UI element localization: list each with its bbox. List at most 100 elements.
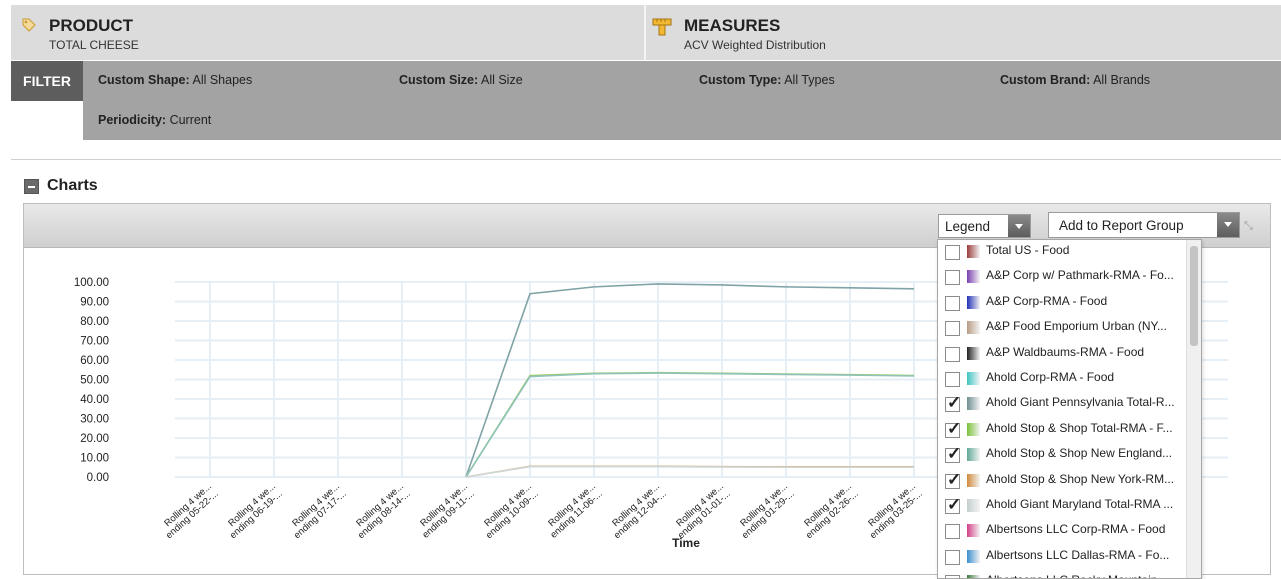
legend-scrollbar[interactable] bbox=[1186, 240, 1201, 578]
legend-checkbox[interactable] bbox=[945, 495, 961, 515]
product-title: PRODUCT bbox=[49, 16, 134, 35]
legend-label: Albertsons LLC Dallas-RMA - Fo... bbox=[986, 547, 1170, 562]
x-tick-label: Rolling 4 we...ending 09-11-... bbox=[414, 481, 477, 541]
legend-swatch bbox=[967, 397, 980, 411]
legend-checkbox[interactable] bbox=[945, 321, 960, 337]
legend-checkbox[interactable] bbox=[945, 372, 960, 387]
chevron-down-icon bbox=[1008, 215, 1030, 237]
legend-swatch bbox=[967, 422, 980, 436]
x-tick-label: Rolling 4 we...ending 11-06-... bbox=[542, 481, 605, 541]
legend-checkbox[interactable] bbox=[945, 270, 960, 286]
product-value: TOTAL CHEESE bbox=[49, 38, 139, 52]
filter-body: Custom Shape: All Shapes Custom Size: Al… bbox=[83, 61, 1281, 140]
series-line[interactable] bbox=[465, 372, 915, 478]
y-tick-label: 70.00 bbox=[80, 336, 109, 348]
legend-swatch bbox=[967, 575, 980, 578]
product-header[interactable]: PRODUCT TOTAL CHEESE bbox=[11, 5, 646, 60]
y-axis-ticks: 100.00 90.00 80.00 70.00 60.00 50.00 40.00 30.0… bbox=[74, 277, 109, 484]
legend-checkbox[interactable] bbox=[945, 444, 961, 464]
add-to-report-group-select[interactable]: Add to Report Group bbox=[1048, 212, 1240, 238]
legend-checkbox[interactable] bbox=[945, 245, 960, 260]
series-line[interactable] bbox=[465, 371, 915, 478]
x-tick-label: Rolling 4 we...ending 01-29-... bbox=[733, 481, 797, 541]
legend-label: A&P Waldbaums-RMA - Food bbox=[986, 344, 1145, 359]
legend-label: A&P Corp-RMA - Food bbox=[986, 293, 1108, 308]
legend-label: A&P Food Emporium Urban (NY... bbox=[986, 319, 1167, 334]
legend-item[interactable]: Total US - Food bbox=[938, 240, 1186, 265]
legend-swatch bbox=[967, 245, 980, 258]
chevron-down-icon bbox=[1217, 213, 1239, 237]
legend-swatch bbox=[967, 524, 980, 538]
x-tick-label: Rolling 4 we...ending 08-14-... bbox=[349, 481, 413, 541]
legend-item[interactable]: A&P Corp-RMA - Food bbox=[938, 291, 1186, 316]
legend-item[interactable]: Albertsons LLC Corp-RMA - Food bbox=[938, 519, 1186, 544]
context-header: PRODUCT TOTAL CHEESE MEASURES ACV Weight… bbox=[11, 5, 1281, 60]
legend-item[interactable]: Ahold Stop & Shop Total-RMA - F... bbox=[938, 418, 1186, 443]
measures-header[interactable]: MEASURES ACV Weighted Distribution bbox=[646, 5, 1281, 60]
legend-label: A&P Corp w/ Pathmark-RMA - Fo... bbox=[986, 268, 1174, 283]
legend-select[interactable]: Legend bbox=[938, 214, 1031, 238]
legend-checkbox[interactable] bbox=[945, 575, 960, 578]
legend-checkbox[interactable] bbox=[945, 419, 961, 439]
legend-swatch bbox=[967, 448, 980, 462]
legend-swatch bbox=[967, 270, 980, 284]
legend-item[interactable]: A&P Corp w/ Pathmark-RMA - Fo... bbox=[938, 265, 1186, 290]
legend-checkbox[interactable] bbox=[945, 524, 960, 540]
filter-custom-shape[interactable]: Custom Shape: All Shapes bbox=[98, 73, 253, 87]
x-tick-label: Rolling 4 we...ending 03-25-... bbox=[861, 481, 925, 541]
y-tick-label: 0.00 bbox=[87, 472, 109, 484]
charts-section-header: Charts bbox=[24, 177, 98, 195]
collapse-icon[interactable] bbox=[24, 178, 39, 194]
measures-title: MEASURES bbox=[684, 16, 781, 35]
filter-custom-type[interactable]: Custom Type: All Types bbox=[699, 73, 835, 87]
filter-custom-size[interactable]: Custom Size: All Size bbox=[399, 73, 523, 87]
legend-item[interactable]: Ahold Stop & Shop New York-RM... bbox=[938, 469, 1186, 494]
legend-label: Ahold Giant Pennsylvania Total-R... bbox=[986, 395, 1175, 410]
y-tick-label: 30.00 bbox=[80, 414, 109, 426]
filter-custom-brand[interactable]: Custom Brand: All Brands bbox=[1000, 73, 1151, 87]
x-tick-label: Rolling 4 we...ending 02-26-... bbox=[797, 481, 861, 541]
x-tick-label: Rolling 4 we...ending 07-17-... bbox=[285, 481, 349, 541]
legend-item[interactable]: Albertsons LLC Dallas-RMA - Fo... bbox=[938, 545, 1186, 570]
legend-item[interactable]: Ahold Giant Pennsylvania Total-R... bbox=[938, 392, 1186, 417]
legend-label: Ahold Stop & Shop New England... bbox=[986, 446, 1173, 461]
legend-checkbox[interactable] bbox=[945, 295, 960, 311]
legend-checkbox[interactable] bbox=[945, 393, 961, 413]
legend-swatch bbox=[967, 372, 980, 385]
scroll-thumb[interactable] bbox=[1190, 246, 1198, 346]
legend-swatch bbox=[967, 549, 980, 563]
legend-label: Ahold Stop & Shop New York-RM... bbox=[986, 471, 1175, 486]
y-tick-label: 40.00 bbox=[80, 394, 109, 406]
filter-periodicity[interactable]: Periodicity: Current bbox=[98, 113, 212, 127]
legend-item[interactable]: A&P Food Emporium Urban (NY... bbox=[938, 316, 1186, 341]
legend-item[interactable]: Ahold Giant Maryland Total-RMA ... bbox=[938, 494, 1186, 519]
legend-dropdown[interactable]: Total US - Food A&P Corp w/ Pathmark-RMA … bbox=[937, 239, 1202, 579]
legend-label: Total US - Food bbox=[986, 243, 1070, 257]
legend-item[interactable]: Albertsons LLC Rocky Mountain... bbox=[938, 570, 1186, 578]
series-line[interactable] bbox=[465, 283, 915, 478]
ruler-icon bbox=[652, 17, 672, 42]
legend-label: Ahold Giant Maryland Total-RMA ... bbox=[986, 497, 1174, 511]
series-line[interactable] bbox=[465, 465, 914, 478]
legend-swatch bbox=[967, 321, 980, 335]
section-divider bbox=[11, 159, 1281, 160]
y-tick-label: 90.00 bbox=[80, 297, 109, 309]
x-tick-label: Rolling 4 we...ending 06-19-... bbox=[221, 481, 285, 541]
y-tick-label: 100.00 bbox=[74, 277, 109, 289]
filter-tab[interactable]: FILTER bbox=[11, 61, 83, 101]
y-tick-label: 50.00 bbox=[80, 375, 109, 387]
legend-checkbox[interactable] bbox=[945, 549, 960, 565]
charts-title: Charts bbox=[47, 177, 98, 194]
filter-bar: FILTER Custom Shape: All Shapes Custom S… bbox=[11, 61, 1281, 140]
measures-value: ACV Weighted Distribution bbox=[684, 38, 826, 52]
legend-label: Ahold Corp-RMA - Food bbox=[986, 370, 1115, 384]
legend-item[interactable]: Ahold Corp-RMA - Food bbox=[938, 367, 1186, 392]
legend-item[interactable]: Ahold Stop & Shop New England... bbox=[938, 443, 1186, 468]
x-tick-label: Rolling 4 we...ending 10-09-... bbox=[477, 481, 541, 541]
legend-checkbox[interactable] bbox=[945, 470, 961, 490]
y-tick-label: 10.00 bbox=[80, 453, 109, 465]
x-axis-label: Time bbox=[672, 536, 700, 550]
legend-item[interactable]: A&P Waldbaums-RMA - Food bbox=[938, 342, 1186, 367]
legend-checkbox[interactable] bbox=[945, 346, 960, 362]
expand-icon[interactable]: ⤡ bbox=[1244, 220, 1253, 232]
